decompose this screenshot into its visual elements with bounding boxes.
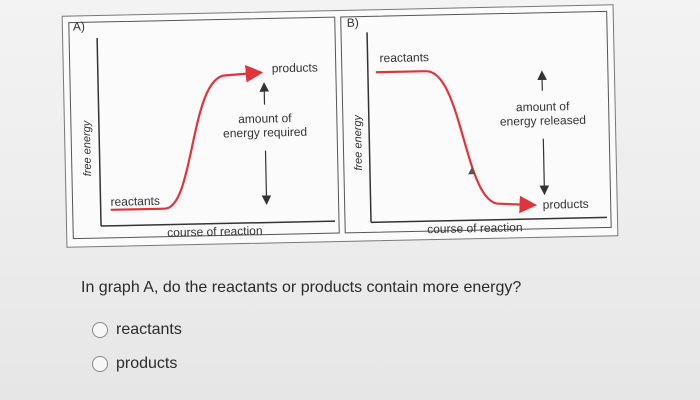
panel-a-x-axis-label: course of reaction bbox=[167, 224, 263, 240]
panel-a-products-label: products bbox=[272, 60, 318, 75]
panel-b-label: B) bbox=[347, 16, 359, 30]
energy-diagrams: A) free energy course of reaction reacta… bbox=[68, 10, 612, 240]
panel-b-annotation-line2: energy released bbox=[500, 113, 586, 129]
panel-a-label: A) bbox=[73, 19, 85, 33]
panel-b-y-axis bbox=[366, 32, 372, 223]
option-reactants-label: reactants bbox=[116, 321, 182, 338]
panel-b-y-axis-label: free energy bbox=[352, 113, 365, 170]
option-products[interactable]: products bbox=[92, 355, 177, 373]
option-reactants[interactable]: reactants bbox=[92, 321, 182, 339]
panel-a-y-axis bbox=[96, 38, 102, 227]
cursor-pointer-icon bbox=[468, 167, 476, 175]
radio-button-icon[interactable] bbox=[92, 322, 108, 338]
panel-b-annotation-line1: amount of bbox=[516, 99, 570, 114]
panel-a-annotation-line1: amount of bbox=[238, 111, 292, 126]
panel-a-frame bbox=[68, 16, 340, 240]
panel-b-reactants-label: reactants bbox=[379, 50, 429, 65]
option-products-label: products bbox=[116, 355, 178, 372]
panel-b-x-axis-label: course of reaction bbox=[427, 220, 523, 236]
panel-a-energy-curve bbox=[110, 64, 264, 211]
panel-b-x-axis bbox=[371, 216, 607, 224]
panel-a: A) free energy course of reaction reacta… bbox=[68, 16, 340, 240]
panel-a-y-axis-label: free energy bbox=[81, 119, 94, 176]
panel-b-products-label: products bbox=[543, 197, 589, 212]
panel-a-down-arrow bbox=[261, 150, 272, 205]
energy-diagram-figure: A) free energy course of reaction reacta… bbox=[61, 4, 619, 248]
panel-a-reactants-label: reactants bbox=[110, 194, 160, 209]
panel-b-down-arrow bbox=[539, 138, 550, 196]
panel-b-energy-curve bbox=[375, 70, 538, 214]
question-text: In graph A, do the reactants or products… bbox=[81, 279, 522, 296]
panel-b: B) free energy course of reaction reacta… bbox=[340, 10, 612, 236]
panel-a-x-axis bbox=[101, 220, 336, 227]
panel-b-frame bbox=[340, 10, 612, 234]
panel-a-annotation-line2: energy required bbox=[223, 125, 307, 141]
radio-button-icon[interactable] bbox=[92, 356, 108, 372]
